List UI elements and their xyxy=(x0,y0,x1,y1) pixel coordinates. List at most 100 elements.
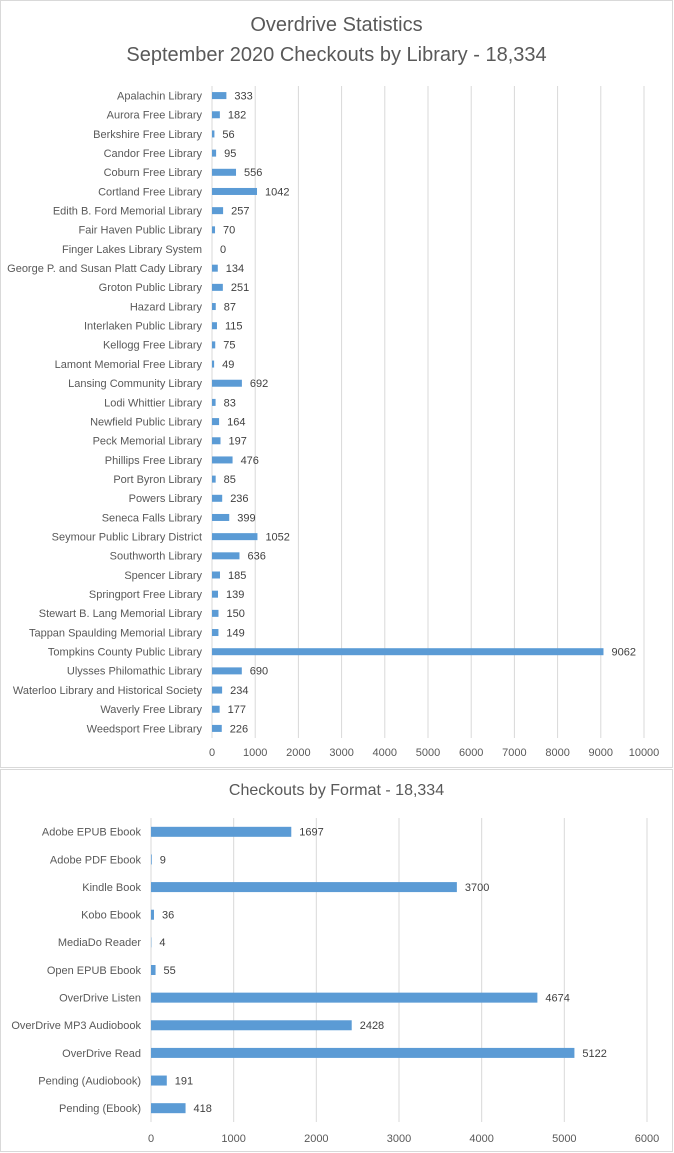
data-label: 4 xyxy=(159,937,165,949)
category-label: Weedsport Free Library xyxy=(87,723,203,735)
bar xyxy=(212,226,216,234)
data-label: 9 xyxy=(160,854,166,866)
data-label: 55 xyxy=(164,965,176,977)
x-tick-label: 5000 xyxy=(416,747,440,759)
bar xyxy=(212,168,237,176)
chart-title: Overdrive Statistics xyxy=(250,14,423,36)
bar xyxy=(212,149,217,157)
category-label: Port Byron Library xyxy=(113,474,202,486)
bar xyxy=(212,111,220,119)
bar xyxy=(151,992,538,1003)
bar xyxy=(151,1103,186,1114)
x-tick-label: 8000 xyxy=(545,747,569,759)
format-bar-chart: 0 1000 2000 3000 4000 5000 6000 Adobe EPUB Eboo… xyxy=(11,818,659,1145)
data-label: 333 xyxy=(234,90,252,102)
bar xyxy=(212,187,258,195)
category-label: Hazard Library xyxy=(130,301,203,313)
bar xyxy=(151,1047,575,1058)
data-label: 1697 xyxy=(299,827,323,839)
data-label: 56 xyxy=(222,129,234,141)
bar xyxy=(212,207,224,215)
x-tick-label: 3000 xyxy=(387,1133,411,1145)
category-label: Coburn Free Library xyxy=(104,167,203,179)
library-bar-chart: 0 1000 2000 3000 4000 5000 6000 7000 8000 9000 100… xyxy=(7,86,660,759)
x-tick-label: 4000 xyxy=(373,747,397,759)
bar xyxy=(151,854,152,865)
data-label: 182 xyxy=(228,110,246,122)
category-label: Cortland Free Library xyxy=(98,186,202,198)
category-label: Pending (Ebook) xyxy=(59,1103,141,1115)
data-label: 75 xyxy=(223,340,235,352)
chart-subtitle: September 2020 Checkouts by Library - 18… xyxy=(126,44,547,66)
category-label: Tompkins County Public Library xyxy=(48,647,203,659)
category-label: Edith B. Ford Memorial Library xyxy=(53,205,203,217)
category-label: Adobe EPUB Ebook xyxy=(42,827,142,839)
bar xyxy=(151,965,156,975)
x-tick-label: 9000 xyxy=(589,747,613,759)
data-label: 251 xyxy=(231,282,249,294)
category-label: Waterloo Library and Historical Society xyxy=(13,685,203,697)
bar xyxy=(212,418,220,426)
bar xyxy=(212,303,216,311)
data-label: 2428 xyxy=(360,1020,384,1032)
category-label: Lamont Memorial Free Library xyxy=(55,359,203,371)
data-label: 236 xyxy=(230,493,248,505)
data-label: 690 xyxy=(250,666,268,678)
x-tick-label: 6000 xyxy=(459,747,483,759)
x-tick-label: 10000 xyxy=(629,747,660,759)
category-label: Springport Free Library xyxy=(89,589,203,601)
bar xyxy=(212,705,220,713)
category-label: Newfield Public Library xyxy=(90,416,202,428)
data-label: 1042 xyxy=(265,186,289,198)
category-label: Southworth Library xyxy=(110,551,203,563)
format-chart-title: Checkouts by Format - 18,334 xyxy=(228,782,445,799)
data-label: 692 xyxy=(250,378,268,390)
bar xyxy=(212,130,215,138)
category-label: MediaDo Reader xyxy=(58,937,141,949)
data-label: 134 xyxy=(226,263,244,275)
category-label: Interlaken Public Library xyxy=(84,321,203,333)
category-label: Lansing Community Library xyxy=(68,378,202,390)
bar xyxy=(212,686,223,694)
category-label: Kobo Ebook xyxy=(81,910,141,922)
data-label: 257 xyxy=(231,205,249,217)
x-tick-label: 4000 xyxy=(469,1133,493,1145)
data-label: 115 xyxy=(225,321,243,333)
category-label: Peck Memorial Library xyxy=(93,436,203,448)
x-tick-label: 1000 xyxy=(243,747,267,759)
bar xyxy=(151,1020,352,1031)
bar xyxy=(212,629,219,637)
bar xyxy=(212,360,215,368)
data-label: 87 xyxy=(224,301,236,313)
data-label: 70 xyxy=(223,225,235,237)
category-label: Candor Free Library xyxy=(104,148,203,160)
data-label: 0 xyxy=(220,244,226,256)
x-tick-label: 6000 xyxy=(635,1133,659,1145)
bar xyxy=(151,909,154,920)
data-label: 149 xyxy=(226,627,244,639)
category-label: OverDrive MP3 Audiobook xyxy=(11,1020,141,1032)
data-label: 139 xyxy=(226,589,244,601)
data-label: 197 xyxy=(229,436,247,448)
category-label: Groton Public Library xyxy=(99,282,203,294)
data-label: 83 xyxy=(224,397,236,409)
bar xyxy=(212,571,220,579)
data-label: 418 xyxy=(194,1103,212,1115)
category-label: Tappan Spaulding Memorial Library xyxy=(29,627,203,639)
category-label: Waverly Free Library xyxy=(100,704,202,716)
bar xyxy=(212,456,233,464)
data-label: 191 xyxy=(175,1075,193,1087)
category-label: George P. and Susan Platt Cady Library xyxy=(7,263,202,275)
category-label: Aurora Free Library xyxy=(107,110,203,122)
bar xyxy=(151,826,292,837)
data-label: 95 xyxy=(224,148,236,160)
format-chart-panel: Checkouts by Format - 18,334 0 1000 2000 30… xyxy=(0,769,673,1152)
category-label: Seneca Falls Library xyxy=(102,512,203,524)
data-label: 9062 xyxy=(611,647,635,659)
bar xyxy=(212,590,219,598)
category-label: Finger Lakes Library System xyxy=(62,244,202,256)
bar xyxy=(212,609,219,617)
bar xyxy=(151,882,457,893)
x-tick-label: 0 xyxy=(148,1133,154,1145)
data-label: 177 xyxy=(228,704,246,716)
